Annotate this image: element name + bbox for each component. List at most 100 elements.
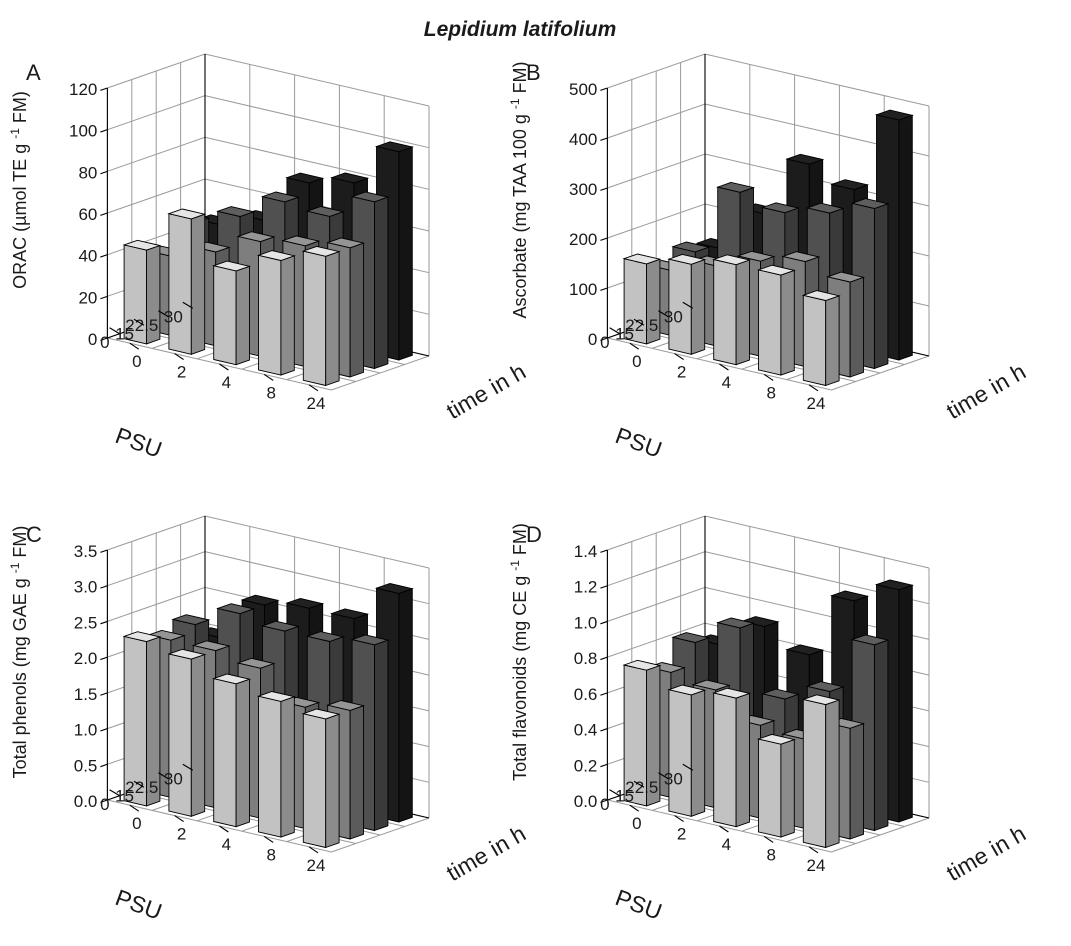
psu-tick-mark <box>133 780 145 788</box>
bar-face-top <box>740 616 780 627</box>
bar-face-side <box>898 584 913 823</box>
bar-face-top <box>785 153 825 165</box>
time-tick-mark <box>219 363 229 371</box>
panel-D: 0.00.20.40.60.81.01.21.43022.5150024824T… <box>508 515 1030 925</box>
y-tick-mark <box>600 763 608 768</box>
psu-tick-label: 15 <box>115 324 134 343</box>
floor-grid <box>831 817 930 853</box>
y-tick-mark <box>600 87 608 91</box>
y-tick-label: 3.5 <box>74 542 98 561</box>
bar-face-side <box>280 696 295 838</box>
bar-face-top <box>716 617 756 629</box>
bar-psu-0-time-0 <box>122 631 162 807</box>
time-tick-mark <box>629 804 640 812</box>
bar-face-side <box>690 689 706 817</box>
bar-face-side <box>849 722 864 840</box>
y-tick-mark <box>600 620 608 625</box>
panel-C: 0.00.51.01.52.02.53.03.53022.5150024824T… <box>8 515 530 925</box>
time-tick-label: 0 <box>632 814 641 833</box>
bar-psu-0-time-2 <box>667 253 707 355</box>
time-tick-mark <box>763 835 774 843</box>
y-axis-title: ORAC (µmol TE g -1 FM) <box>8 91 30 289</box>
bar-face-front <box>213 265 237 366</box>
y-tick-mark <box>100 337 108 341</box>
bar-psu-0-time-24 <box>301 708 341 849</box>
bar-face-top <box>240 594 280 606</box>
bar-face-front <box>258 254 282 376</box>
bar-psu-0-time-2 <box>167 208 207 355</box>
y-tick-mark <box>100 549 108 553</box>
time-tick-label: 2 <box>177 825 186 844</box>
bar-face-side <box>374 196 389 370</box>
bar-face-top <box>216 206 256 217</box>
time-axis-title: time in h <box>942 820 1030 886</box>
y-tick-mark <box>100 728 108 732</box>
time-tick-label: 8 <box>766 383 775 402</box>
psu-tick-label: 30 <box>164 307 183 326</box>
time-axis-title: time in h <box>442 358 530 424</box>
y-tick-mark <box>100 620 108 625</box>
y-tick-mark <box>600 585 608 589</box>
bar-face-top <box>236 657 276 669</box>
bar-face-side <box>325 250 340 387</box>
bar-face-front <box>168 213 192 355</box>
bar-face-front <box>802 294 827 387</box>
bar-psu-0-time-4 <box>712 254 752 366</box>
time-tick-label: 2 <box>677 825 686 844</box>
psu-tick-mark <box>182 301 194 309</box>
bar-face-top <box>212 260 252 272</box>
psu-tick-label: 22.5 <box>625 316 658 335</box>
floor-grid <box>331 817 430 853</box>
time-tick-label: 24 <box>807 394 826 413</box>
bar-face-side <box>780 269 795 376</box>
bar-psu-0-time-24 <box>801 290 841 387</box>
psu-tick-mark <box>682 301 694 309</box>
bar-face-side <box>349 705 364 840</box>
psu-axis-title: PSU <box>112 884 165 925</box>
y-tick-label: 120 <box>69 80 97 99</box>
y-tick-mark <box>100 170 108 175</box>
bar-face-side <box>398 588 413 823</box>
bar-face-front <box>713 692 737 828</box>
y-tick-label: 0 <box>88 330 97 349</box>
panel-letter: D <box>526 522 542 547</box>
bar-face-side <box>825 699 840 849</box>
y-tick-mark <box>100 295 108 300</box>
y-tick-mark <box>100 585 108 589</box>
bar-face-side <box>825 295 840 387</box>
bar-face-top <box>305 631 345 642</box>
bar-psu-0-time-8 <box>256 250 296 376</box>
bar-face-top <box>756 733 796 745</box>
y-tick-label: 400 <box>569 130 597 149</box>
psu-axis-title: PSU <box>612 422 665 463</box>
time-tick-label: 4 <box>222 373 231 392</box>
bar-face-side <box>325 713 340 849</box>
time-tick-mark <box>808 384 819 392</box>
y-tick-mark <box>600 549 608 553</box>
time-tick-mark <box>174 815 184 823</box>
bar-face-top <box>167 648 207 660</box>
bar-psu-0-time-8 <box>756 733 796 838</box>
bar-face-top <box>350 634 390 646</box>
bar-face-top <box>374 141 414 153</box>
bar-face-front <box>302 713 327 849</box>
bar-psu-0-time-24 <box>801 694 841 849</box>
y-tick-label: 60 <box>78 205 97 224</box>
y-tick-label: 2.0 <box>74 649 98 668</box>
bar-face-side <box>735 259 750 366</box>
y-tick-label: 0.2 <box>574 756 598 775</box>
bar-face-top <box>756 264 796 276</box>
bar-face-front <box>168 653 192 817</box>
bar-face-side <box>280 255 295 376</box>
bar-face-front <box>258 695 282 838</box>
time-tick-label: 8 <box>766 845 775 864</box>
time-axis-title: time in h <box>942 358 1030 424</box>
bar-face-top <box>216 603 256 615</box>
panel-letter: A <box>26 60 41 85</box>
y-axis-title: Total phenols (mg GAE g -1 FM) <box>8 526 30 779</box>
psu-tick-mark <box>682 763 694 771</box>
y-tick-label: 20 <box>78 288 97 307</box>
floor-grid <box>331 355 430 391</box>
bar-face-top <box>191 640 231 652</box>
